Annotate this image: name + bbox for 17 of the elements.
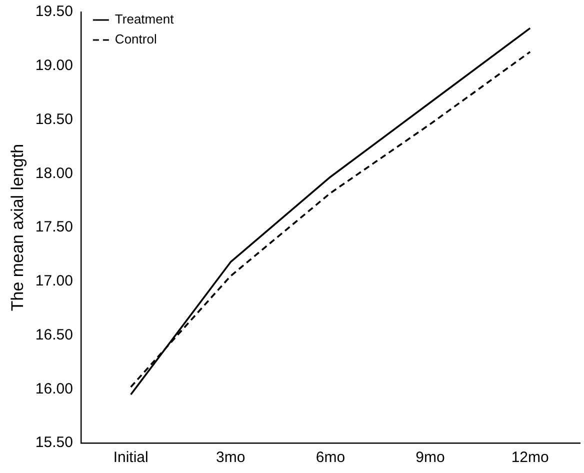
y-tick-label: 17.00 — [35, 272, 73, 290]
y-tick-label: 15.50 — [35, 434, 73, 452]
y-tick-label: 17.50 — [35, 218, 73, 236]
x-tick-label: 12mo — [511, 449, 549, 466]
x-tick-label: 6mo — [316, 449, 346, 466]
y-tick-label: 19.00 — [35, 57, 73, 74]
y-tick-label: 19.50 — [35, 3, 73, 20]
y-axis-title: The mean axial length — [8, 144, 27, 312]
y-tick-label: 16.50 — [35, 326, 73, 344]
y-tick-label: 18.50 — [35, 110, 73, 128]
legend-label: Control — [114, 32, 157, 47]
legend-label: Treatment — [114, 12, 174, 27]
y-tick-label: 18.00 — [35, 164, 73, 182]
y-tick-label: 16.00 — [35, 380, 73, 398]
x-tick-label: Initial — [113, 449, 148, 466]
x-tick-label: 9mo — [416, 449, 445, 466]
x-tick-label: 3mo — [216, 449, 246, 466]
